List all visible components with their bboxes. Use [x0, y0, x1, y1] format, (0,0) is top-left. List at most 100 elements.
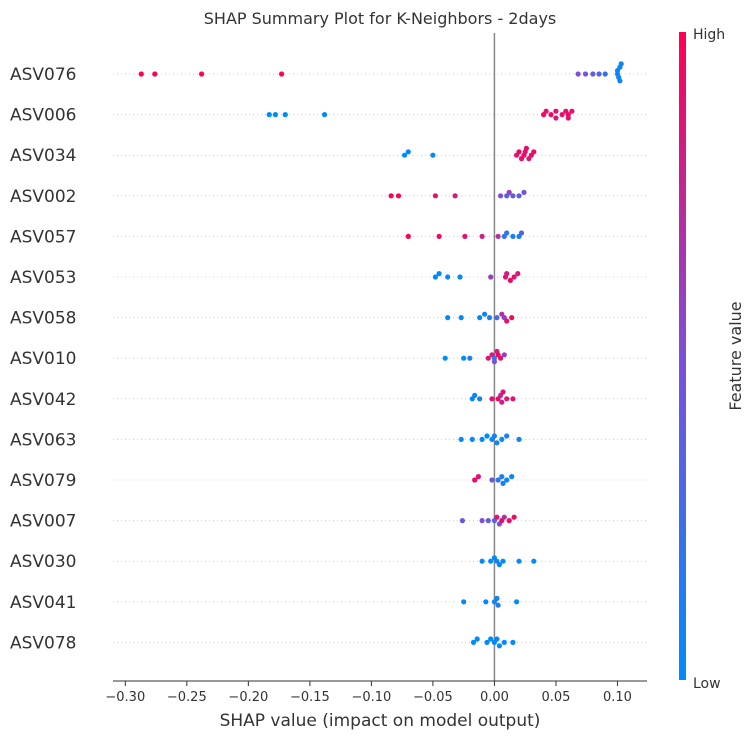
shap-point: [459, 518, 465, 524]
x-axis: −0.30 −0.25 −0.20 −0.15 −0.10 −0.05 0.00 0.05 0.…: [105, 681, 632, 705]
shap-point: [152, 71, 158, 77]
colorbar-low-label: Low: [693, 676, 721, 692]
x-tick-label: −0.15: [290, 690, 330, 705]
shap-point: [452, 193, 458, 199]
shap-point: [485, 355, 491, 361]
shap-point: [501, 352, 507, 358]
colorbar: [679, 32, 686, 680]
x-tick-label: −0.20: [228, 690, 268, 705]
shap-point: [486, 315, 493, 321]
shap-point: [602, 71, 608, 77]
shap-point: [506, 189, 512, 195]
shap-point: [511, 514, 517, 520]
x-tick-label: −0.25: [167, 690, 207, 705]
feature-label: ASV063: [10, 430, 77, 450]
shap-point: [432, 274, 438, 280]
shap-point: [504, 318, 510, 324]
colorbar-high-label: High: [693, 27, 725, 43]
feature-label: ASV006: [10, 106, 77, 126]
shap-point: [479, 436, 485, 442]
shap-point: [501, 514, 507, 520]
shap-point: [477, 396, 483, 402]
feature-label: ASV057: [10, 227, 77, 247]
feature-label: ASV053: [10, 268, 77, 288]
shap-point: [475, 474, 481, 480]
shap-point: [504, 433, 510, 439]
shap-point: [282, 112, 288, 118]
shap-point: [445, 274, 451, 280]
shap-point: [499, 474, 505, 480]
x-tick-label: −0.30: [105, 690, 145, 705]
shap-point: [543, 108, 549, 114]
shap-point: [516, 149, 522, 155]
shap-point: [565, 115, 571, 121]
shap-point: [553, 108, 559, 114]
x-tick-label: −0.05: [413, 690, 453, 705]
feature-label: ASV030: [10, 552, 77, 572]
shap-point: [199, 71, 205, 77]
shap-point: [430, 152, 436, 158]
shap-point: [498, 355, 504, 361]
shap-point: [405, 149, 411, 155]
feature-label: ASV010: [10, 349, 77, 369]
feature-label: ASV058: [10, 309, 77, 329]
shap-point: [470, 639, 477, 646]
shap-point: [488, 636, 494, 642]
shap-point: [515, 271, 521, 277]
shap-point: [510, 639, 516, 646]
shap-point: [590, 71, 596, 77]
shap-point: [479, 518, 485, 524]
shap-point: [575, 71, 581, 77]
colorbar-title: Feature value: [726, 301, 745, 410]
shap-point: [402, 152, 408, 158]
x-tick-label: 0.05: [541, 690, 570, 705]
shap-point: [559, 112, 565, 118]
shap-point: [432, 193, 438, 199]
shap-point: [461, 355, 467, 361]
x-axis-label: SHAP value (impact on model output): [220, 711, 541, 731]
shap-point: [518, 230, 525, 236]
shap-point: [500, 389, 506, 395]
shap-point: [618, 61, 624, 67]
shap-point: [495, 602, 501, 608]
shap-point: [472, 477, 478, 483]
shap-point: [504, 477, 510, 483]
shap-point: [510, 233, 516, 239]
shap-point: [553, 115, 559, 121]
shap-point: [531, 558, 537, 564]
feature-rows: ASV076 ASV006 ASV034 ASV002 ASV057 ASV053 ASV0…: [10, 65, 647, 653]
shap-point: [472, 392, 478, 398]
shap-point: [458, 436, 464, 442]
shap-point: [458, 315, 464, 321]
shap-point: [436, 271, 442, 277]
shap-point: [501, 639, 507, 646]
shap-point: [498, 193, 504, 199]
shap-point: [521, 189, 527, 195]
shap-point: [510, 396, 516, 402]
shap-point: [138, 71, 144, 77]
feature-label: ASV078: [10, 633, 77, 653]
shap-point: [506, 518, 512, 524]
shap-point: [461, 599, 467, 605]
feature-label: ASV007: [10, 512, 77, 532]
shap-point: [596, 71, 602, 77]
shap-point: [442, 355, 448, 361]
shap-point: [582, 71, 589, 77]
shap-point: [516, 436, 522, 442]
shap-point: [495, 477, 501, 483]
shap-point: [469, 436, 475, 442]
shap-point: [499, 436, 505, 442]
shap-point: [514, 599, 520, 605]
shap-point: [467, 355, 473, 361]
shap-point: [266, 112, 272, 118]
shap-point: [496, 643, 502, 649]
shap-point: [485, 518, 491, 524]
shap-point: [488, 274, 494, 280]
shap-point: [436, 233, 442, 239]
feature-label: ASV041: [10, 593, 77, 613]
shap-point: [272, 112, 278, 118]
shap-points: [138, 61, 624, 649]
shap-point: [500, 480, 506, 486]
